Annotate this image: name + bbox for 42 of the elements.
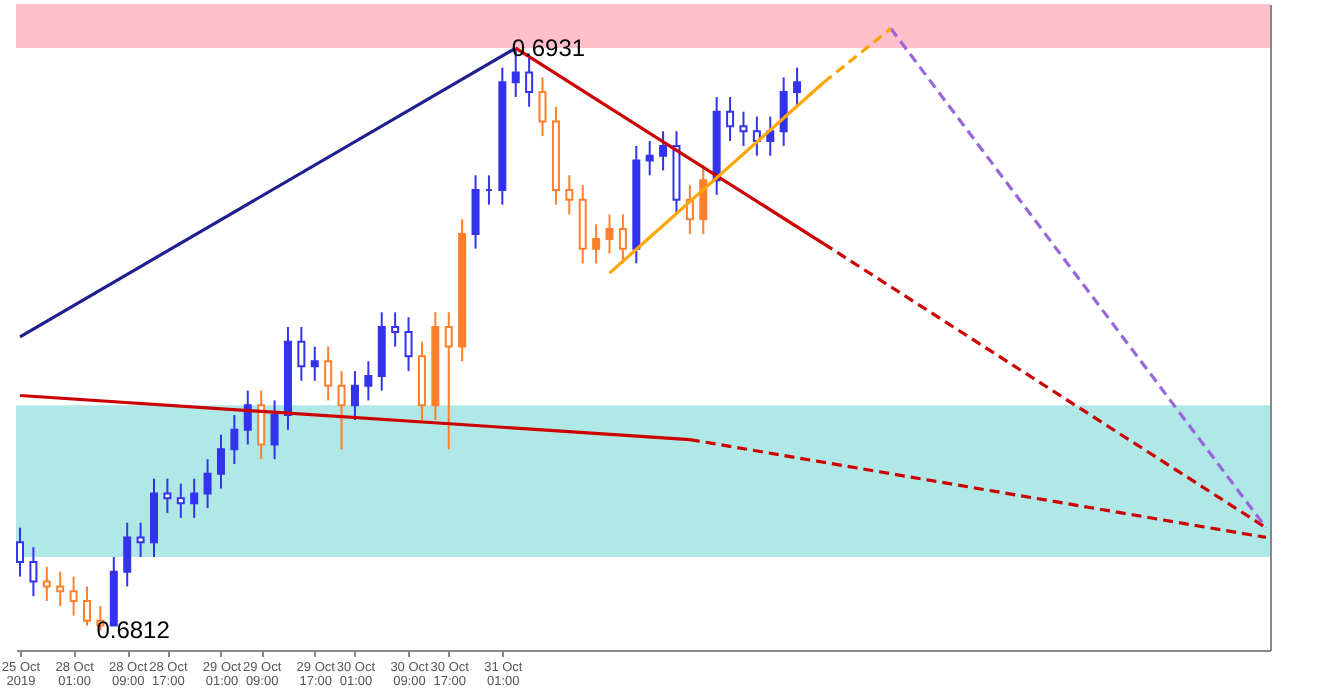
candlestick	[190, 477, 199, 519]
candlestick	[364, 360, 373, 402]
candlestick	[618, 213, 627, 265]
candlestick	[136, 521, 145, 559]
candlestick	[69, 575, 78, 617]
candlestick	[699, 164, 708, 236]
candlestick	[525, 56, 534, 108]
candlestick	[297, 326, 306, 382]
candlestick	[243, 389, 252, 446]
candlestick	[324, 345, 333, 402]
candlestick	[16, 526, 25, 578]
candlestick	[337, 370, 346, 451]
candlestick	[444, 311, 453, 451]
candlestick	[203, 458, 212, 510]
candlestick	[779, 76, 788, 147]
candlestick	[29, 546, 38, 598]
candlestick	[42, 565, 51, 603]
candlestick	[565, 174, 574, 216]
candlestick	[56, 570, 65, 607]
candlestick	[645, 140, 654, 177]
candlestick	[404, 316, 413, 373]
candlestick	[83, 585, 92, 627]
candlestick	[659, 130, 668, 172]
candlestick	[538, 76, 547, 138]
candlestick	[176, 482, 185, 519]
candlestick	[230, 414, 239, 466]
candlestick	[257, 389, 266, 461]
candlestick	[216, 433, 225, 490]
candlestick	[605, 213, 614, 255]
annotation: 0.6931	[511, 34, 586, 63]
candlestick	[310, 345, 319, 382]
candlestick	[739, 110, 748, 147]
annotation: 0.6812	[96, 616, 171, 645]
candlestick	[793, 66, 802, 108]
candlestick	[350, 370, 359, 421]
candlestick	[726, 95, 735, 143]
candlestick	[123, 521, 132, 588]
candlestick	[270, 399, 279, 461]
candlestick	[163, 477, 172, 514]
candlestick	[592, 223, 601, 265]
candlestick	[471, 174, 480, 250]
candlestick	[391, 311, 400, 348]
